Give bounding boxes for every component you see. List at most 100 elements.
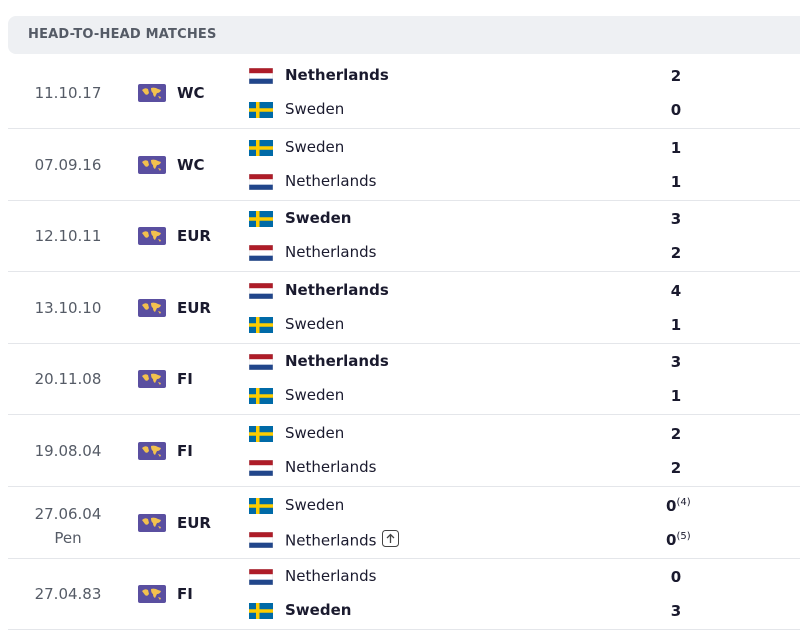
score: 1	[666, 316, 686, 334]
date-text: 20.11.08	[34, 370, 102, 389]
score: 2	[666, 244, 686, 262]
score: 2	[666, 459, 686, 477]
score-value: 0	[670, 568, 682, 587]
team-name-text: Sweden	[285, 424, 345, 442]
team-name-text: Netherlands	[285, 280, 389, 299]
flag-svg	[249, 603, 273, 620]
match-date: 19.08.04	[32, 442, 104, 460]
team-name-text: Netherlands	[285, 567, 377, 586]
score: 3	[666, 602, 686, 620]
flag-svg	[248, 282, 274, 300]
team-name: Netherlands	[285, 458, 376, 476]
flag-svg	[249, 102, 273, 118]
competition: EUR	[177, 298, 211, 317]
team-name-text: Sweden	[285, 601, 352, 620]
flag	[249, 316, 273, 337]
competition: WC	[177, 155, 205, 174]
match-date: 13.10.10	[32, 299, 104, 317]
flag-svg	[249, 139, 273, 156]
team-name: Netherlands	[285, 567, 376, 585]
team-name: Netherlands	[285, 529, 400, 552]
team-name: Netherlands	[285, 281, 389, 299]
match-row[interactable]: 27.06.04 Pen EUR Sweden 0(4) Netherlands 0(5)	[8, 488, 800, 559]
score: 1	[666, 387, 686, 405]
competition: EUR	[177, 513, 211, 532]
competition-icon-svg	[138, 513, 166, 532]
match-row[interactable]: 13.10.10 EUR Netherlands 4 Sweden 1	[8, 273, 800, 344]
score: 4	[666, 282, 686, 300]
flag-svg	[249, 316, 273, 333]
date-text: 12.10.11	[34, 227, 102, 246]
competition-icon	[138, 442, 166, 464]
penalty-score: (4)	[676, 496, 691, 508]
flag	[248, 244, 274, 265]
score-value: 0	[670, 101, 682, 119]
team-name: Sweden	[285, 496, 344, 514]
match-date: 11.10.17	[32, 84, 104, 102]
flag	[248, 531, 274, 552]
flag	[249, 497, 273, 518]
competition-icon	[138, 155, 166, 178]
match-row[interactable]: 20.11.08 FI Netherlands 3 Sweden 1	[8, 344, 800, 416]
team-name-text: Sweden	[285, 386, 345, 405]
team-name: Netherlands	[285, 352, 389, 370]
competition-icon	[138, 585, 166, 607]
flag-svg	[248, 568, 274, 586]
date-text: 27.04.83	[34, 585, 102, 604]
match-date: 27.06.04 Pen	[32, 502, 104, 550]
team-name-text: Netherlands	[285, 458, 377, 476]
match-row[interactable]: 12.10.11 EUR Sweden 3 Netherlands 2	[8, 201, 800, 273]
flag	[249, 102, 273, 122]
competition: FI	[177, 585, 193, 604]
team-name-text: Netherlands	[285, 171, 377, 190]
team-name: Sweden	[285, 424, 344, 442]
score: 2	[666, 67, 686, 85]
match-row[interactable]: 19.08.04 FI Sweden 2 Netherlands 2	[8, 416, 800, 487]
date-text: 13.10.10	[34, 298, 102, 317]
match-date: 12.10.11	[32, 227, 104, 245]
flag-svg	[248, 354, 274, 371]
competition: FI	[177, 442, 193, 460]
match-row[interactable]: 11.10.17 WC Netherlands 2 Sweden 0	[8, 58, 800, 129]
team-name: Sweden	[285, 209, 351, 227]
competition-icon	[138, 84, 166, 106]
flag	[248, 354, 274, 374]
team-name: Netherlands	[285, 172, 376, 190]
advanced-icon-svg	[382, 529, 400, 547]
score-value: 0	[666, 496, 677, 515]
match-row[interactable]: 27.04.83 FI Netherlands 0 Sweden 3	[8, 559, 800, 631]
competition-icon-svg	[138, 84, 166, 102]
date-text: 19.08.04	[34, 442, 102, 460]
team-name: Sweden	[285, 100, 344, 118]
score-value: 2	[670, 459, 682, 477]
flag	[248, 459, 274, 480]
date-text: 11.10.17	[34, 84, 102, 102]
match-date: 20.11.08	[32, 370, 104, 388]
score-value: 2	[670, 67, 682, 85]
team-name-text: Sweden	[285, 209, 352, 228]
flag-svg	[248, 173, 274, 190]
competition: EUR	[177, 227, 211, 246]
score: 0(4)	[666, 496, 691, 515]
flag	[248, 67, 274, 88]
flag	[248, 568, 274, 589]
score-value: 3	[670, 210, 682, 229]
team-name: Sweden	[285, 138, 344, 156]
team-name-text: Netherlands	[285, 243, 377, 262]
score-value: 1	[670, 172, 682, 191]
score-value: 0	[666, 530, 677, 549]
score: 3	[666, 353, 686, 371]
flag	[249, 388, 273, 408]
competition-icon-svg	[138, 585, 166, 604]
match-date: 27.04.83	[32, 585, 104, 603]
competition: WC	[177, 84, 205, 102]
score-value: 1	[670, 387, 682, 406]
match-row[interactable]: 07.09.16 WC Sweden 1 Netherlands 1	[8, 130, 800, 201]
flag-svg	[248, 244, 274, 262]
score: 1	[666, 173, 686, 191]
match-note: Pen	[54, 528, 82, 547]
competition: FI	[177, 370, 193, 389]
flag	[249, 426, 273, 446]
score: 0(5)	[666, 530, 691, 549]
